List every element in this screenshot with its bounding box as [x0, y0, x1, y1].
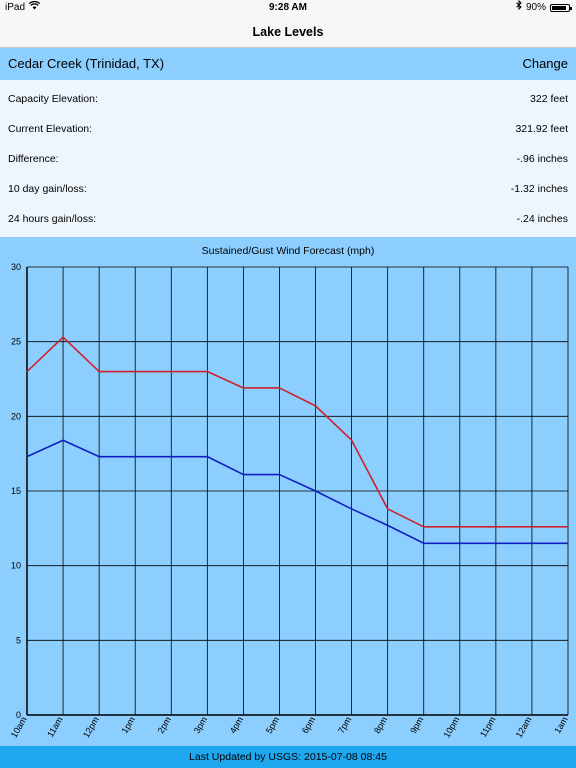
stat-label: Capacity Elevation: — [8, 93, 98, 105]
y-tick-label: 20 — [11, 411, 21, 421]
x-tick-label: 9pm — [408, 715, 425, 735]
last-updated-footer: Last Updated by USGS: 2015-07-08 08:45 — [0, 746, 576, 768]
y-tick-label: 15 — [11, 486, 21, 496]
stat-value: 321.92 feet — [515, 123, 568, 135]
status-bar: iPad 9:28 AM 90% — [0, 0, 576, 16]
x-tick-label: 12pm — [81, 715, 101, 739]
stat-label: 24 hours gain/loss: — [8, 213, 97, 225]
y-tick-label: 30 — [11, 262, 21, 272]
status-left: iPad — [5, 0, 41, 16]
stat-value: 322 feet — [530, 93, 568, 105]
stat-row-difference: Difference: -.96 inches — [0, 144, 576, 174]
nav-bar: Lake Levels — [0, 16, 576, 48]
x-tick-label: 6pm — [300, 715, 317, 735]
stat-row-capacity: Capacity Elevation: 322 feet — [0, 84, 576, 114]
y-tick-label: 25 — [11, 337, 21, 347]
x-tick-label: 10pm — [442, 715, 462, 739]
status-right: 90% — [516, 0, 572, 16]
page-title: Lake Levels — [252, 25, 324, 39]
stat-value: -1.32 inches — [510, 183, 568, 195]
x-tick-label: 5pm — [264, 715, 281, 735]
stat-value: -.96 inches — [516, 153, 568, 165]
x-tick-label: 11am — [45, 715, 65, 739]
stat-row-current: Current Elevation: 321.92 feet — [0, 114, 576, 144]
x-tick-label: 1pm — [120, 715, 137, 735]
stat-label: Current Elevation: — [8, 123, 93, 135]
x-tick-label: 8pm — [372, 715, 389, 735]
series-line-gust — [26, 336, 568, 528]
bluetooth-icon — [516, 0, 522, 16]
lake-stats: Capacity Elevation: 322 feet Current Ele… — [0, 80, 576, 237]
stat-row-10-day: 10 day gain/loss: -1.32 inches — [0, 174, 576, 204]
chart-svg: 0 5 10 15 20 25 30 10am 11am 12pm 1pm 2pm 3pm 4pm 5pm 6… — [9, 262, 570, 739]
battery-percent: 90% — [525, 2, 546, 13]
x-tick-label: 12am — [514, 715, 534, 739]
x-tick-label: 2pm — [156, 715, 173, 735]
series-line-sustained — [26, 439, 568, 545]
location-bar: Cedar Creek (Trinidad, TX) Change — [0, 48, 576, 80]
stat-label: 10 day gain/loss: — [8, 183, 87, 195]
chart-title: Sustained/Gust Wind Forecast (mph) — [201, 245, 375, 257]
status-time: 9:28 AM — [269, 2, 307, 13]
x-tick-label: 1am — [552, 715, 569, 735]
device-label: iPad — [5, 2, 26, 13]
last-updated-text: Last Updated by USGS: 2015-07-08 08:45 — [189, 751, 387, 763]
y-tick-label: 0 — [16, 710, 21, 720]
x-tick-label: 10am — [9, 715, 29, 739]
stat-label: Difference: — [8, 153, 59, 165]
wind-forecast-chart: 0 5 10 15 20 25 30 10am 11am 12pm 1pm 2pm 3pm 4pm 5pm 6… — [0, 237, 576, 746]
x-tick-label: 4pm — [228, 715, 245, 735]
stat-row-24-hours: 24 hours gain/loss: -.24 inches — [0, 204, 576, 234]
x-tick-label: 3pm — [192, 715, 209, 735]
x-tick-label: 7pm — [336, 715, 353, 735]
battery-icon — [550, 4, 572, 12]
stat-value: -.24 inches — [516, 213, 568, 225]
change-location-button[interactable]: Change — [522, 56, 568, 71]
location-name: Cedar Creek (Trinidad, TX) — [8, 56, 165, 71]
y-tick-label: 10 — [11, 561, 21, 571]
x-tick-label: 11pm — [478, 715, 498, 739]
wifi-icon — [28, 0, 41, 16]
y-tick-label: 5 — [16, 635, 21, 645]
